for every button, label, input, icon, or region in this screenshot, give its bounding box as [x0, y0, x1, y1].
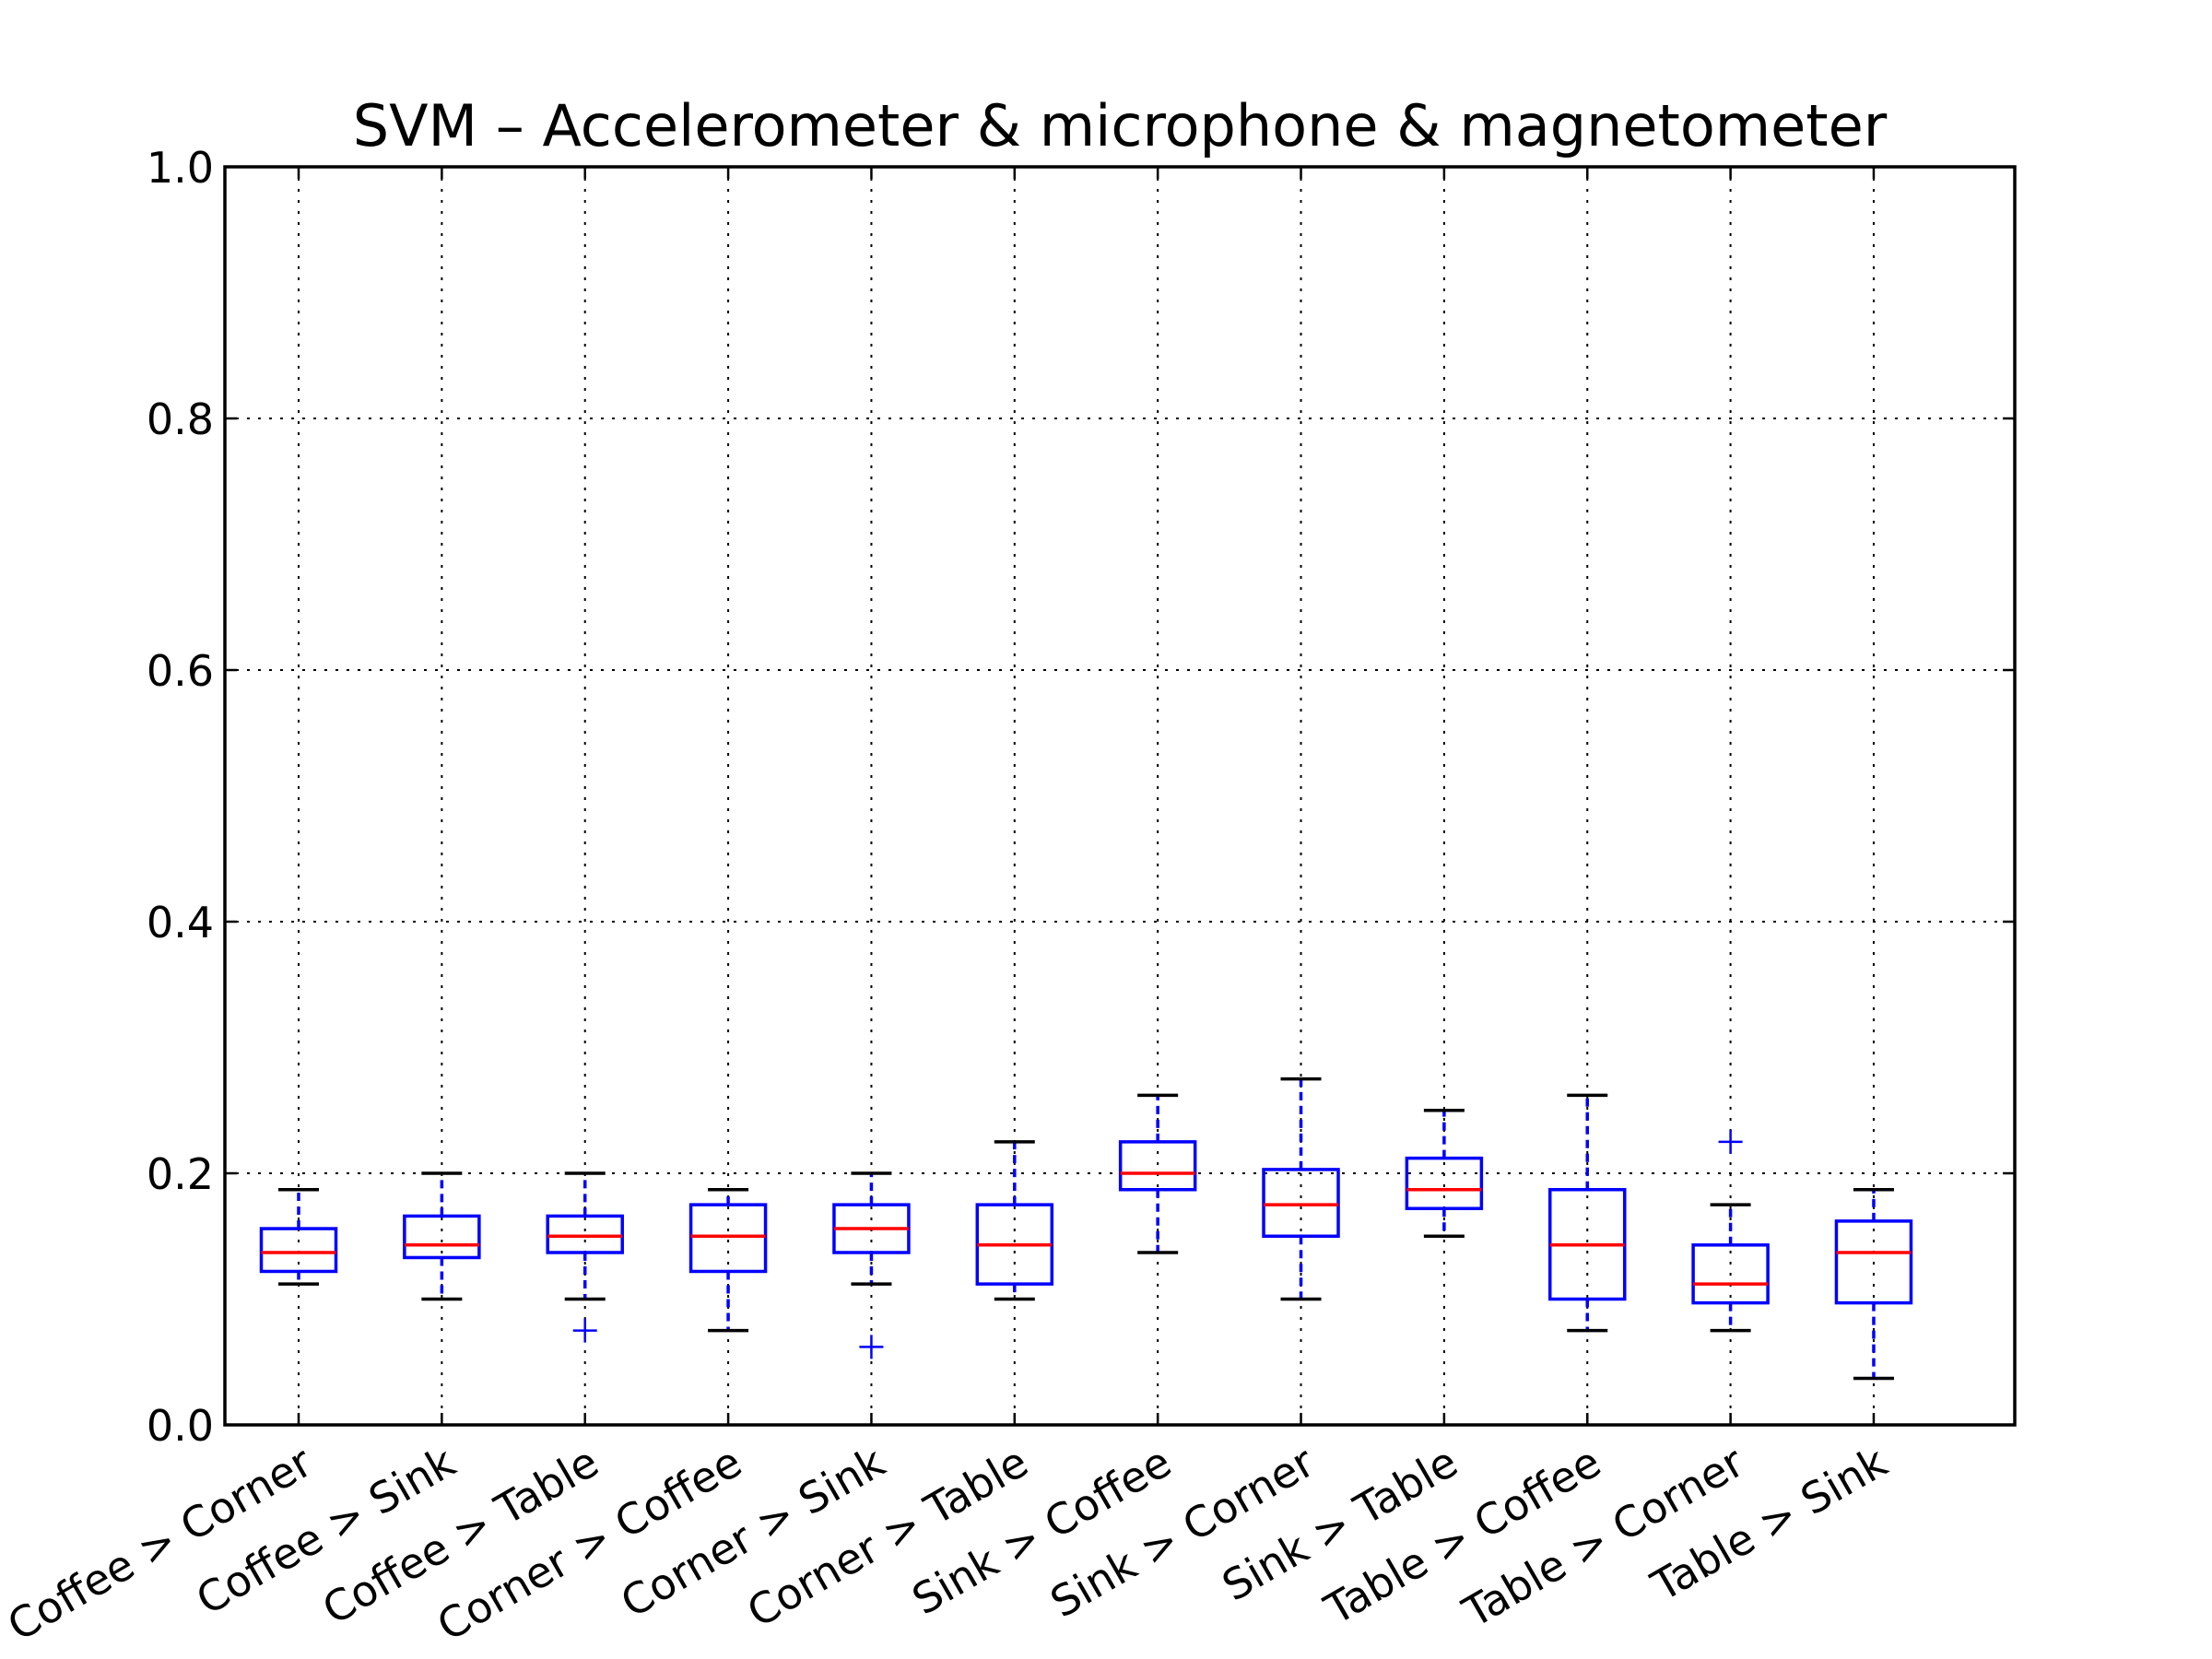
- box: [403, 1214, 481, 1260]
- y-tick-label: 1.0: [147, 143, 214, 193]
- box-group: [832, 1171, 911, 1359]
- box: [688, 1203, 768, 1274]
- box: [1118, 1140, 1197, 1192]
- box: [546, 1214, 624, 1254]
- box: [1262, 1168, 1340, 1239]
- box-group: [259, 1187, 338, 1286]
- box-group: [1118, 1093, 1197, 1254]
- box-group: [546, 1171, 624, 1343]
- box-group: [1405, 1109, 1484, 1238]
- box: [1405, 1156, 1484, 1210]
- box: [259, 1227, 338, 1274]
- y-tick-label: 0.0: [147, 1401, 214, 1451]
- box-group: [1691, 1129, 1770, 1333]
- plot-area: [259, 1077, 1913, 1381]
- y-tick-label: 0.8: [147, 394, 214, 444]
- plot-frame: [223, 165, 2017, 1427]
- box-group: [1834, 1187, 1913, 1381]
- y-tick-label: 0.4: [147, 898, 214, 947]
- box-group: [1262, 1077, 1340, 1301]
- box-group: [403, 1171, 481, 1301]
- outlier-marker: [572, 1318, 597, 1343]
- chart-title: SVM – Accelerometer & microphone & magne…: [353, 92, 1888, 159]
- outlier-marker: [1718, 1129, 1743, 1154]
- y-tick-label: 0.2: [147, 1149, 214, 1199]
- y-tick-label: 0.6: [147, 646, 214, 696]
- box: [1691, 1243, 1770, 1305]
- box-group: [1547, 1093, 1627, 1333]
- box-group: [688, 1187, 768, 1333]
- box-group: [975, 1140, 1054, 1301]
- box: [1834, 1219, 1913, 1305]
- outlier-marker: [859, 1335, 884, 1359]
